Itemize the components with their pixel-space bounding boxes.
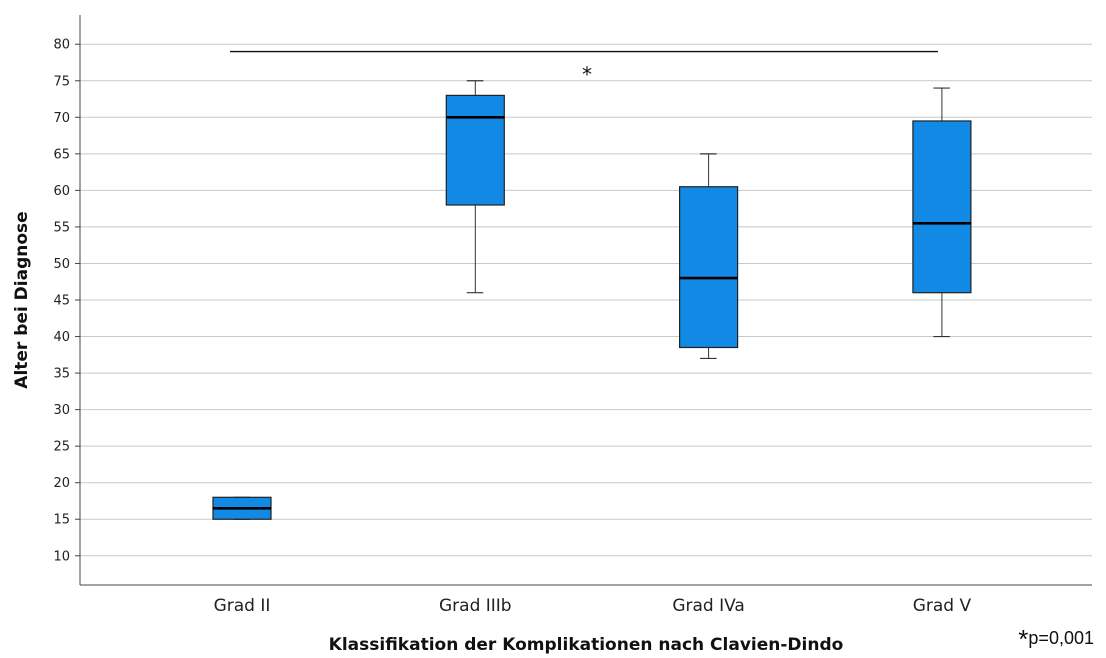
y-tick-label: 65 [53, 147, 70, 162]
y-axis-ticks: 10 15 20 25 30 35 40 45 50 55 60 65 70 75 80 [53, 38, 80, 564]
x-category-label: Grad V [913, 596, 972, 616]
x-axis-categories: Grad II Grad IIIb Grad IVa Grad V [214, 596, 972, 616]
y-tick-label: 20 [53, 476, 70, 491]
significance-marker: * [582, 63, 592, 87]
y-tick-label: 25 [53, 440, 70, 455]
box-grad-v [912, 87, 972, 338]
y-tick-label: 30 [53, 403, 70, 418]
x-axis-title: Klassifikation der Komplikationen nach C… [329, 635, 844, 655]
iqr-box [445, 94, 505, 206]
y-tick-label: 80 [53, 38, 70, 53]
y-tick-label: 10 [53, 549, 70, 564]
y-tick-label: 50 [53, 257, 70, 272]
y-tick-label: 40 [53, 330, 70, 345]
y-tick-label: 75 [53, 74, 70, 89]
box-grad-ii [212, 496, 272, 520]
footnote-text: p=0,001 [1028, 628, 1094, 648]
footnote-star: * [1018, 624, 1029, 654]
box-series [212, 80, 972, 520]
iqr-box [678, 186, 739, 349]
y-tick-label: 60 [53, 184, 70, 199]
grid-lines [80, 43, 1092, 557]
y-tick-label: 45 [53, 294, 70, 309]
y-tick-label: 15 [53, 513, 70, 528]
y-tick-label: 35 [53, 367, 70, 382]
x-category-label: Grad II [214, 596, 271, 616]
iqr-box [912, 120, 972, 294]
y-tick-label: 70 [53, 111, 70, 126]
x-category-label: Grad IVa [672, 596, 745, 616]
y-tick-label: 55 [53, 220, 70, 235]
box-grad-iva [678, 153, 739, 360]
y-axis-title: Alter bei Diagnose [12, 211, 32, 388]
significance-bracket: * [230, 50, 938, 87]
p-value-footnote: *p=0,001 [1018, 620, 1094, 654]
x-category-label: Grad IIIb [439, 596, 512, 616]
box-grad-iiib [445, 80, 505, 294]
